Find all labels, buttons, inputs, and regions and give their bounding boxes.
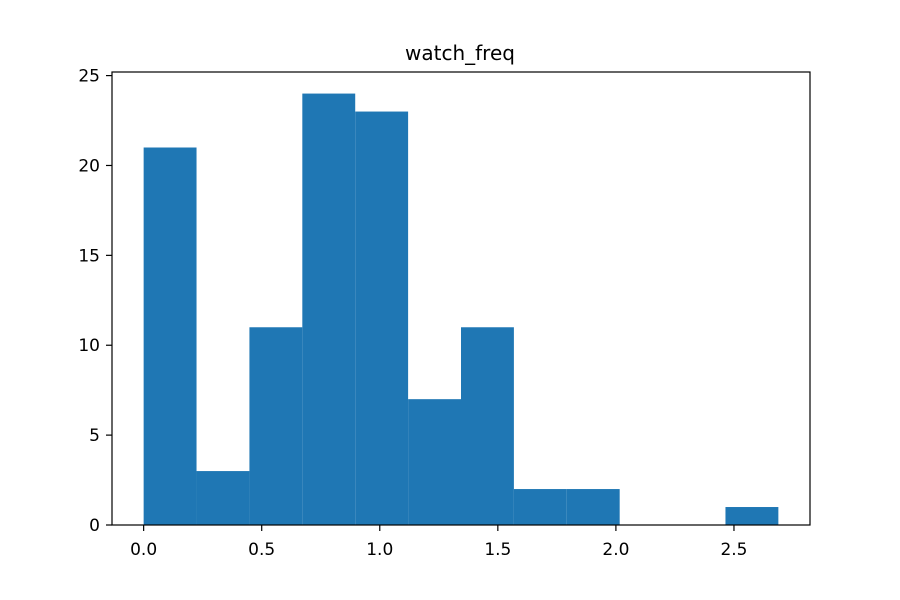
x-tick-label: 2.0	[602, 540, 629, 560]
y-tick-label: 15	[78, 246, 100, 266]
y-tick-label: 25	[78, 67, 100, 87]
histogram-bar-1	[196, 471, 250, 525]
histogram-bar-7	[513, 489, 567, 525]
histogram-bar-0	[143, 147, 197, 525]
histogram-bar-3	[302, 93, 356, 526]
x-tick-label: 0.5	[248, 540, 275, 560]
histogram-bar-4	[355, 111, 409, 526]
y-tick-label: 0	[89, 516, 100, 536]
x-tick-label: 0.0	[130, 540, 157, 560]
histogram-bar-11	[725, 507, 779, 525]
histogram-bar-6	[461, 327, 514, 525]
y-tick-label: 20	[78, 156, 100, 176]
y-axis: 0 5 10 15 20 25	[78, 67, 112, 536]
histogram-bar-2	[249, 327, 303, 525]
y-tick-label: 5	[89, 426, 100, 446]
histogram-bar-5	[408, 399, 461, 525]
x-tick-label: 2.5	[720, 540, 747, 560]
bars-group	[143, 93, 779, 526]
plot-frame	[111, 71, 811, 526]
y-tick-label: 10	[78, 336, 100, 356]
x-tick-label: 1.0	[366, 540, 393, 560]
x-axis: 0.0 0.5 1.0 1.5 2.0 2.5	[130, 525, 747, 560]
chart-title: watch_freq	[405, 41, 515, 65]
histogram-bar-8	[566, 489, 620, 525]
x-tick-label: 1.5	[484, 540, 511, 560]
